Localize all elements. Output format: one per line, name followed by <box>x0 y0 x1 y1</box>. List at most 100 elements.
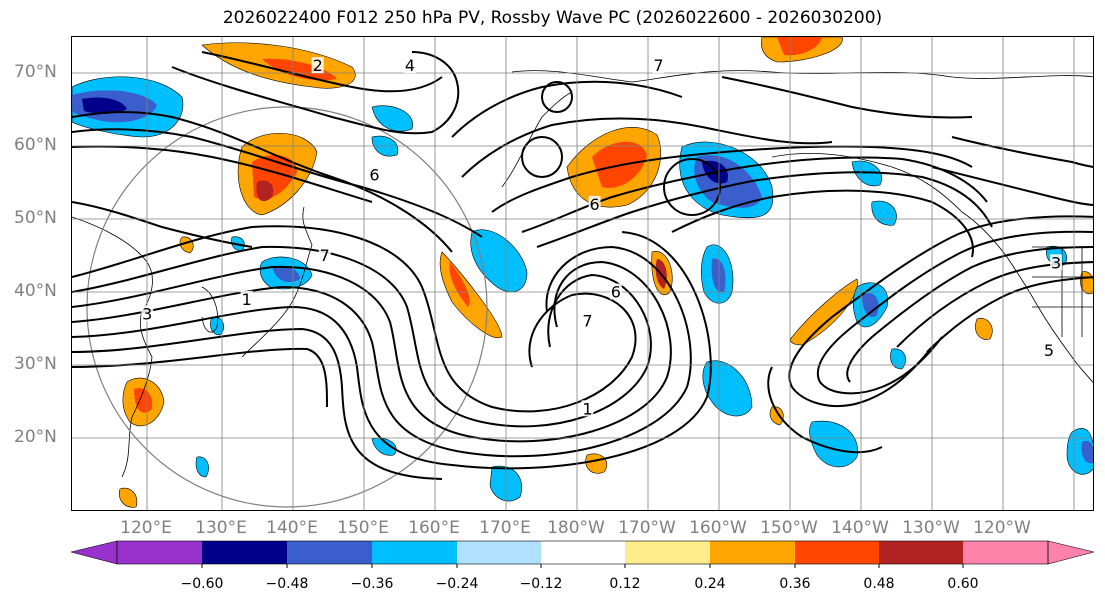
figure-title: 2026022400 F012 250 hPa PV, Rossby Wave … <box>222 8 883 28</box>
lon-label: 130°E <box>195 518 247 538</box>
pv-contour-line <box>72 245 692 458</box>
contour-label: 6 <box>369 166 379 185</box>
lon-label: 130°W <box>902 518 960 538</box>
contour-label-bg <box>311 57 324 74</box>
pv-negative-patch <box>1066 428 1093 475</box>
pv-contour-line <box>721 76 973 119</box>
colorbar <box>70 540 1095 568</box>
pv-contour-line <box>72 260 672 443</box>
pv-positive-core <box>262 58 337 81</box>
contour-label-bg <box>609 283 622 300</box>
colorbar-bin <box>202 541 287 564</box>
lat-label: 40°N <box>14 281 57 301</box>
colorbar-tick-label: −0.12 <box>519 576 563 592</box>
lon-label: 150°W <box>760 518 818 538</box>
pv-negative-patch <box>851 160 882 187</box>
pv-contour-line <box>72 225 637 413</box>
colorbar-extend-high <box>1047 540 1095 565</box>
kamchatka <box>501 91 573 188</box>
pv-negative-patch <box>809 420 858 468</box>
lon-label: 140°E <box>266 518 318 538</box>
contour-label-bg <box>581 400 594 417</box>
lon-label: 120°W <box>973 518 1031 538</box>
colorbar-bin <box>625 541 710 564</box>
pv-negative-patch <box>871 200 897 226</box>
lat-label: 30°N <box>14 354 57 374</box>
colorbar-bin <box>117 541 202 564</box>
pv-contour-line <box>767 366 883 454</box>
pv-contour-line <box>816 230 1093 395</box>
colorbar-bin <box>541 541 625 564</box>
pv-contour-line <box>201 51 443 93</box>
colorbar-bin <box>457 541 541 564</box>
contour-label: 4 <box>405 56 415 75</box>
pv-negative-core <box>862 293 879 317</box>
contour-label-bg <box>652 57 665 74</box>
contour-label: 2 <box>313 56 323 75</box>
colorbar-bin <box>879 541 963 564</box>
pv-positive-patch <box>790 278 858 346</box>
contour-label: 7 <box>320 246 330 265</box>
pv-contour-line <box>171 51 460 135</box>
pv-positive-patch <box>769 406 784 426</box>
asia-coastline <box>72 216 153 478</box>
colorbar-tick-label: 0.48 <box>863 576 895 592</box>
pv-anomaly-fills <box>72 37 1093 508</box>
contour-label-bg <box>318 247 331 263</box>
contour-label: 1 <box>242 290 252 309</box>
lat-label: 70°N <box>14 62 57 82</box>
pv-contour-line <box>671 189 974 258</box>
pv-negative-core <box>711 258 726 293</box>
pv-contour-line <box>491 145 973 213</box>
colorbar-tick-label: 0.12 <box>609 576 641 592</box>
colorbar-tick-label: 0.24 <box>694 576 726 592</box>
contour-label-bg <box>1042 341 1055 358</box>
pv-contour-closed <box>521 136 563 178</box>
contour-label: 1 <box>582 399 592 418</box>
pv-positive-patch <box>585 453 608 474</box>
colorbar-tick-label: −0.36 <box>350 576 394 592</box>
contour-label: 6 <box>611 283 621 302</box>
arctic-coast <box>511 70 1093 83</box>
pv-negative-core <box>1081 440 1093 464</box>
wave-packet-circle <box>86 106 488 508</box>
contour-label: 7 <box>653 56 663 75</box>
pv-contour-line <box>72 201 253 248</box>
lat-label: 60°N <box>14 135 57 155</box>
contour-label-bg <box>581 312 594 329</box>
pv-contour-line <box>451 80 683 138</box>
pv-positive-patch <box>119 487 138 508</box>
colorbar-tick-label: −0.60 <box>180 576 224 592</box>
pv-positive-patch <box>975 317 993 340</box>
pv-contour-line <box>72 111 453 253</box>
contour-label-bg <box>588 195 601 212</box>
pv-positive-core <box>256 180 274 202</box>
pv-contour-line <box>951 136 1093 168</box>
lon-label: 170°E <box>479 518 531 538</box>
lon-label: 170°W <box>618 518 676 538</box>
pv-contour-line <box>788 215 1093 408</box>
lon-label: 160°W <box>689 518 747 538</box>
pv-contour-line <box>536 171 993 248</box>
pv-negative-patch <box>702 360 753 417</box>
contour-label: 3 <box>1051 253 1061 272</box>
colorbar-bin <box>710 541 795 564</box>
lon-label: 180°W <box>547 518 605 538</box>
contour-label: 6 <box>589 195 599 214</box>
pv-contour-line <box>461 117 833 178</box>
pv-contour-line <box>72 347 328 408</box>
colorbar-bin <box>963 541 1048 564</box>
pv-contours <box>72 51 1093 480</box>
pv-contour-closed <box>541 81 573 113</box>
contour-label-bg <box>403 57 416 74</box>
pv-positive-core <box>777 37 822 56</box>
pv-contour-closed <box>663 158 721 216</box>
contour-label-bg <box>141 305 154 322</box>
alaska-coast <box>771 152 1038 306</box>
colorbar-bin <box>372 541 457 564</box>
coastlines <box>72 70 1093 478</box>
pv-positive-core <box>134 388 153 413</box>
graticule <box>72 37 1093 510</box>
